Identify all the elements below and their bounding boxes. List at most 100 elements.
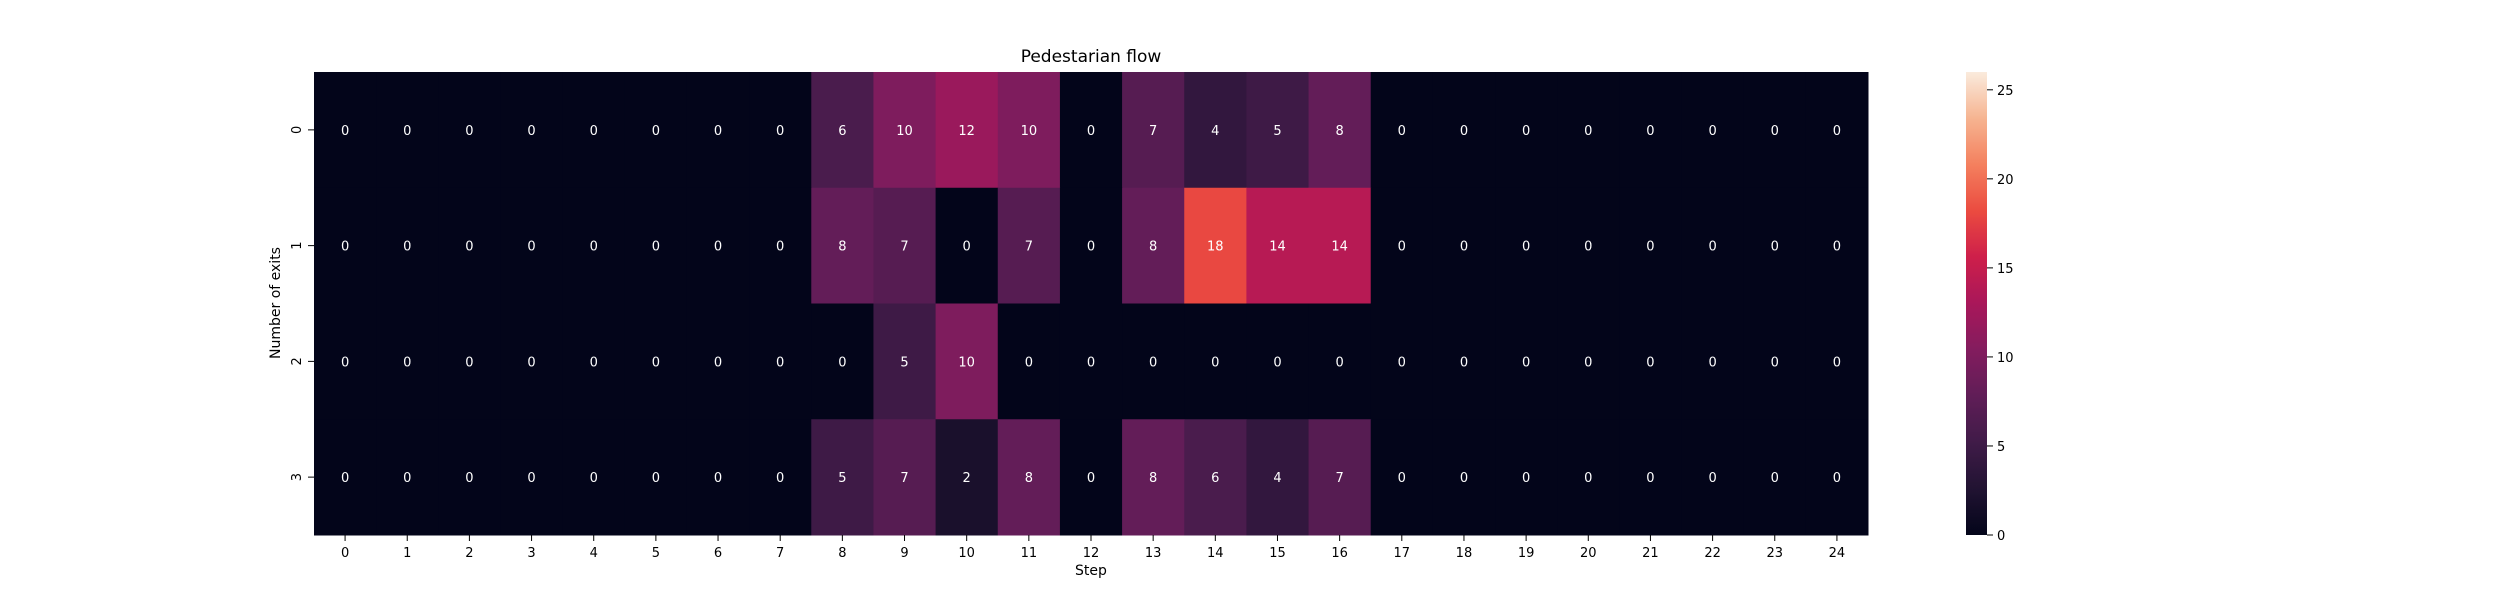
heatmap-cell	[1432, 419, 1496, 536]
heatmap-cell	[1557, 72, 1620, 189]
cell-value-label: 10	[958, 355, 975, 370]
colorbar: 0 5 10 15 20 25	[1966, 72, 2014, 544]
heatmap-cell	[686, 419, 750, 536]
x-tick-label: 20	[1580, 546, 1597, 561]
cell-value-label: 12	[958, 124, 975, 139]
heatmap-cell	[811, 419, 874, 536]
cell-value-label: 0	[1087, 355, 1095, 370]
cell-value-label: 0	[590, 355, 598, 370]
heatmap-cell	[1122, 72, 1185, 189]
heatmap-cell	[500, 72, 564, 189]
cell-value-label: 6	[1211, 471, 1219, 486]
cell-value-label: 0	[838, 355, 846, 370]
cell-value-label: 0	[1460, 471, 1468, 486]
cell-value-label: 0	[1398, 471, 1406, 486]
heatmap-cell	[749, 303, 812, 420]
heatmap-cell	[624, 303, 688, 420]
cell-value-label: 0	[963, 240, 971, 255]
heatmap-cell	[811, 303, 874, 420]
cell-value-label: 0	[714, 240, 722, 255]
heatmap-cell	[935, 303, 999, 420]
cell-value-label: 0	[1833, 471, 1841, 486]
cell-value-label: 0	[341, 471, 349, 486]
cell-value-label: 0	[776, 471, 784, 486]
x-tick-label: 3	[527, 546, 535, 561]
heatmap-cell	[1246, 72, 1310, 189]
heatmap-cell	[500, 419, 564, 536]
heatmap-cell	[1432, 187, 1496, 304]
cell-value-label: 4	[1211, 124, 1219, 139]
heatmap-cell	[562, 419, 626, 536]
heatmap-cell	[1557, 187, 1620, 304]
heatmap-cell	[314, 72, 377, 189]
heatmap-cell	[1743, 303, 1807, 420]
heatmap-cell	[749, 72, 812, 189]
heatmap-cell	[1805, 419, 1869, 536]
x-tick-label: 8	[838, 546, 846, 561]
cell-value-label: 0	[590, 471, 598, 486]
y-tick-label: 2	[290, 357, 305, 365]
cell-value-label: 0	[1398, 124, 1406, 139]
heatmap-cell	[997, 187, 1061, 304]
cell-value-label: 0	[1646, 355, 1654, 370]
heatmap-cell	[1619, 303, 1683, 420]
heatmap-cell	[1432, 303, 1496, 420]
cell-value-label: 0	[1460, 124, 1468, 139]
cell-value-label: 0	[403, 471, 411, 486]
heatmap-cell	[624, 419, 688, 536]
cell-value-label: 0	[1398, 355, 1406, 370]
cell-value-label: 0	[590, 240, 598, 255]
cell-value-label: 0	[1708, 471, 1716, 486]
heatmap-cell	[1246, 187, 1310, 304]
heatmap-cell	[873, 303, 937, 420]
heatmap-cell	[935, 419, 999, 536]
heatmap-cell	[749, 187, 812, 304]
heatmap-cell	[1432, 72, 1496, 189]
heatmap-cell	[1681, 419, 1745, 536]
heatmap-cell	[1246, 303, 1310, 420]
heatmap-cell	[1184, 72, 1247, 189]
cell-value-label: 0	[652, 124, 660, 139]
cell-value-label: 0	[1522, 355, 1530, 370]
x-tick-label: 23	[1766, 546, 1783, 561]
heatmap-cell	[500, 303, 564, 420]
y-axis-label: Number of exits	[268, 247, 284, 359]
heatmap-cell	[314, 187, 377, 304]
cell-value-label: 0	[465, 240, 473, 255]
cell-value-label: 8	[1149, 240, 1157, 255]
heatmap-cell	[686, 303, 750, 420]
cell-value-label: 5	[1273, 124, 1281, 139]
cell-value-label: 0	[1646, 240, 1654, 255]
heatmap-cell	[1122, 187, 1185, 304]
heatmap-cell	[1059, 419, 1123, 536]
x-tick-label: 1	[403, 546, 411, 561]
cell-value-label: 0	[1522, 124, 1530, 139]
heatmap-cell	[1370, 303, 1434, 420]
cell-value-label: 0	[1087, 124, 1095, 139]
heatmap-cell	[1743, 72, 1807, 189]
x-tick-label: 24	[1829, 546, 1846, 561]
cell-value-label: 0	[1584, 124, 1592, 139]
cell-value-label: 0	[527, 355, 535, 370]
x-tick-label: 7	[776, 546, 784, 561]
cell-value-label: 0	[1584, 355, 1592, 370]
heatmap-cell	[438, 72, 501, 189]
heatmap-cell	[1308, 419, 1372, 536]
heatmap-cell	[1308, 303, 1372, 420]
cell-value-label: 10	[896, 124, 913, 139]
heatmap-cell	[749, 419, 812, 536]
heatmap-cell	[1184, 187, 1247, 304]
cell-value-label: 0	[1646, 124, 1654, 139]
cell-value-label: 0	[527, 124, 535, 139]
heatmap-cell	[1681, 303, 1745, 420]
heatmap-cell	[1619, 72, 1683, 189]
y-tick-label: 3	[290, 473, 305, 481]
cell-value-label: 0	[1087, 240, 1095, 255]
x-tick-label: 11	[1021, 546, 1038, 561]
heatmap-cell	[1495, 303, 1558, 420]
cell-value-label: 14	[1269, 240, 1286, 255]
x-tick-label: 18	[1456, 546, 1473, 561]
colorbar-tick-label: 25	[1997, 84, 2014, 99]
heatmap-cell	[314, 303, 377, 420]
